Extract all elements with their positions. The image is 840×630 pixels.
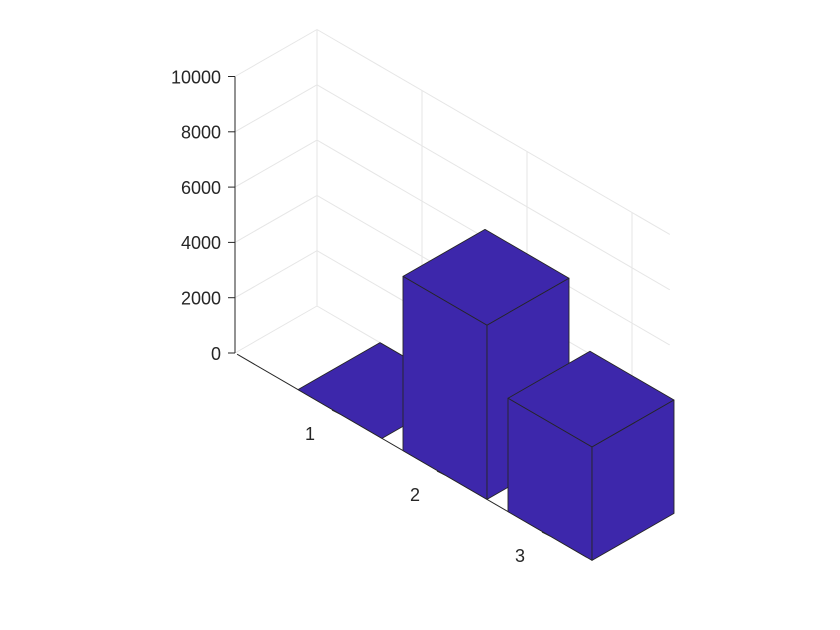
category-tick-label: 3 [515,546,525,566]
z-tick-label: 10000 [171,67,221,87]
z-tick-label: 0 [211,344,221,364]
grid-line-z-side [234,194,318,243]
grid-line-z-side [234,29,318,77]
grid-line-z-side [234,139,318,188]
tick-labels: 0 2000 4000 6000 8000 10000 1 2 3 [171,67,525,566]
bar [507,350,675,561]
grid-line-z [316,29,671,235]
bar-face-right [591,399,675,561]
grid-line-z [316,84,671,291]
z-tick-label: 2000 [181,288,221,308]
category-tick-label: 1 [305,424,315,444]
z-tick-label: 6000 [181,178,221,198]
category-tick-label: 2 [410,485,420,505]
grid-line-z-side [234,305,318,354]
bars [297,228,675,561]
z-tick-label: 4000 [181,233,221,253]
grid-line-z-side [234,84,318,133]
z-tick-label: 8000 [181,123,221,143]
grid-line-z-side [234,250,318,299]
